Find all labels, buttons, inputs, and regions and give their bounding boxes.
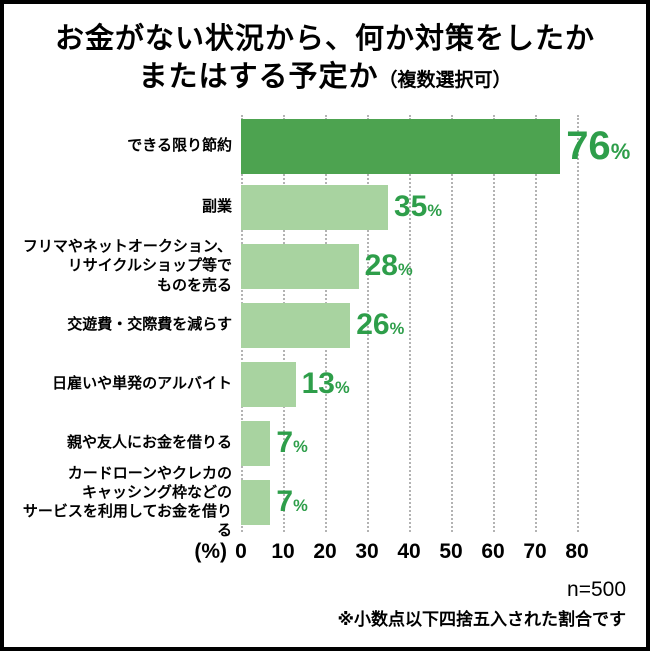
value-label: 7% (276, 487, 307, 517)
bar-row: 交遊費・交際費を減らす 26% (16, 296, 634, 355)
bar-row: カードローンやクレカの キャッシング枠などの サービスを利用してお金を借りる 7% (16, 465, 634, 540)
category-label: フリマやネットオークション、 リサイクルショップ等で ものを売る (22, 238, 232, 294)
category-label: できる限り節約 (127, 137, 232, 155)
chart-title-note: （複数選択可） (378, 70, 512, 92)
footer: n=500 ※小数点以下四捨五入された割合です (16, 578, 634, 630)
value-label: 35% (394, 192, 442, 222)
chart-title-line1: お金がない状況から、何か対策をしたか (54, 23, 595, 55)
bar-row: フリマやネットオークション、 リサイクルショップ等で ものを売る 28% (16, 237, 634, 296)
bar-track: 76% (241, 118, 630, 174)
gridline (367, 114, 369, 532)
gridline (451, 114, 453, 532)
value-number: 7 (276, 485, 294, 519)
bar-row: 親や友人にお金を借りる 7% (16, 414, 634, 473)
percent-sign: % (397, 261, 413, 280)
value-label: 28% (365, 251, 413, 281)
x-axis-ticks: 0 10 20 30 40 50 60 70 80 (235, 538, 589, 568)
bar-row: 副業 35% (16, 178, 634, 237)
gridline (493, 114, 495, 532)
x-tick-label: 50 (439, 539, 463, 563)
x-tick-label: 60 (481, 539, 505, 563)
percent-sign: % (427, 202, 443, 221)
percent-sign: % (293, 438, 308, 457)
bar (241, 184, 388, 230)
value-number: 76 (566, 124, 611, 169)
category-label: カードローンやクレカの キャッシング枠などの サービスを利用してお金を借りる (22, 464, 232, 540)
bar-track: 26% (241, 302, 577, 348)
value-number: 26 (356, 308, 390, 342)
x-tick-label: 40 (397, 539, 421, 563)
bar (241, 361, 296, 407)
rounding-note: ※小数点以下四捨五入された割合です (337, 609, 626, 629)
chart-title-line2: またはする予定か（複数選択可） (16, 58, 634, 96)
value-number: 28 (364, 249, 398, 283)
category-label: 親や友人にお金を借りる (66, 434, 232, 452)
x-tick-label: 70 (523, 539, 547, 563)
bar (241, 420, 271, 466)
bar-chart: できる限り節約 76% 副業 35% フリマやネットオークション、 リサイクルショップ等で… (16, 114, 634, 568)
percent-sign: % (334, 379, 350, 398)
category-label: 日雇いや単発のアルバイト (52, 375, 232, 393)
bar (241, 118, 561, 174)
value-label: 13% (302, 369, 350, 399)
sample-size-label: n=500 (567, 577, 626, 601)
chart-title: お金がない状況から、何か対策をしたか またはする予定か（複数選択可） (16, 20, 634, 97)
value-number: 7 (276, 426, 294, 460)
bar-track: 7% (241, 420, 577, 466)
x-tick-label: 20 (313, 539, 337, 563)
bar-track: 13% (241, 361, 577, 407)
category-label: 副業 (201, 198, 232, 216)
bar-rows: できる限り節約 76% 副業 35% フリマやネットオークション、 リサイクルショップ等で… (16, 114, 634, 540)
value-number: 13 (301, 367, 335, 401)
x-tick-label: 30 (355, 539, 379, 563)
bar-track: 35% (241, 184, 577, 230)
chart-title-line2-text: またはする予定か (138, 61, 379, 94)
x-tick-label: 0 (235, 539, 247, 563)
x-tick-label: 80 (565, 539, 589, 563)
axis-unit-label: (%) (194, 539, 227, 563)
gridline (577, 114, 579, 532)
percent-sign: % (610, 139, 631, 165)
x-axis: (%) 0 10 20 30 40 50 60 70 80 (16, 538, 634, 568)
value-label: 7% (276, 428, 307, 458)
value-number: 35 (394, 190, 428, 224)
x-tick-label: 10 (271, 539, 295, 563)
bar-track: 7% (241, 479, 577, 525)
category-label: 交遊費・交際費を減らす (67, 316, 232, 334)
bar-row: できる限り節約 76% (16, 115, 634, 178)
gridline (535, 114, 537, 532)
value-label: 76% (566, 126, 630, 166)
value-label: 26% (356, 310, 404, 340)
bar (241, 243, 359, 289)
percent-sign: % (293, 497, 308, 516)
gridline (409, 114, 411, 532)
bar-row: 日雇いや単発のアルバイト 13% (16, 355, 634, 414)
bar (241, 479, 271, 525)
bar (241, 302, 351, 348)
bar-track: 28% (241, 243, 577, 289)
percent-sign: % (389, 320, 405, 339)
